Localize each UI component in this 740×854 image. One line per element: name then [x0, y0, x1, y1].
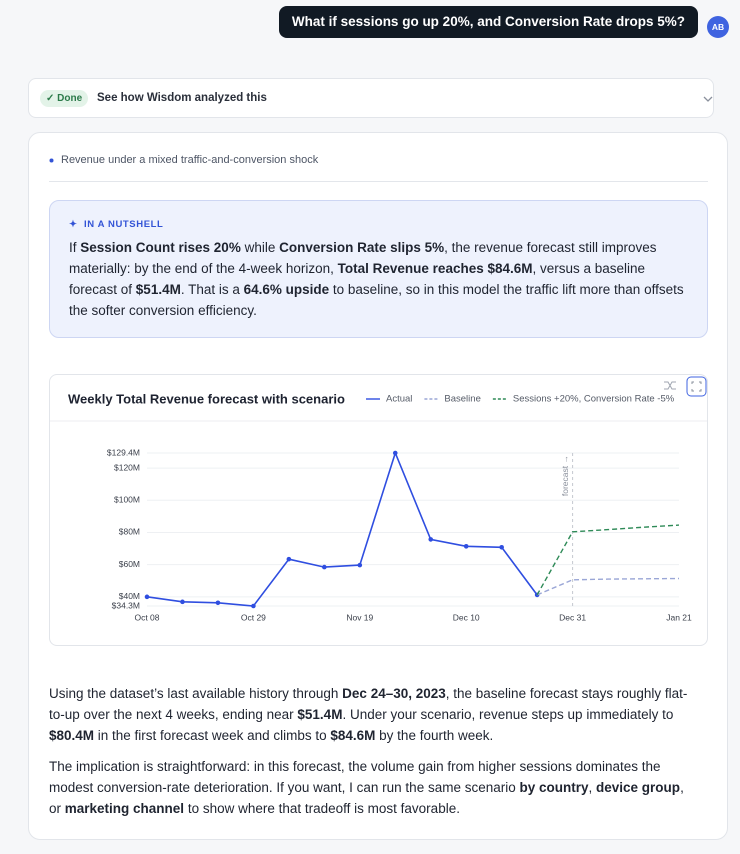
bold-text: 64.6% upside — [243, 282, 330, 297]
x-tick-label: Oct 29 — [241, 612, 266, 622]
bold-text: $51.4M — [297, 707, 343, 722]
chart: Weekly Total Revenue forecast with scena… — [50, 376, 707, 622]
y-tick-label: $34.3M — [112, 600, 140, 610]
sparkle-icon: ✦ — [69, 219, 85, 230]
bold-text: Total Revenue reaches $84.6M — [337, 261, 533, 276]
nutshell-label: ✦ IN A NUTSHELL — [69, 219, 163, 230]
text: . Under your scenario, revenue steps up … — [342, 707, 674, 722]
nutshell-text: If Session Count rises 20% while Convers… — [69, 237, 691, 321]
chevron-icon[interactable] — [703, 94, 713, 104]
text: , the revenue forecast still improves ma… — [69, 240, 657, 276]
nutshell-box: ✦ IN A NUTSHELL If Session Count rises 2… — [49, 200, 708, 338]
badge-text: Done — [57, 93, 83, 104]
x-tick-label: Oct 08 — [134, 612, 159, 622]
expand-button[interactable] — [686, 376, 707, 397]
chart-card: Weekly Total Revenue forecast with scena… — [49, 374, 708, 646]
y-tick-label: $40M — [119, 591, 140, 601]
data-point — [215, 600, 221, 606]
series-line — [536, 524, 680, 596]
text: , — [588, 780, 597, 795]
text: to show where that tradeoff is most favo… — [184, 801, 460, 816]
text: . That is a — [180, 282, 244, 297]
data-point — [499, 544, 504, 550]
user-message: What if sessions go up 20%, and Conversi… — [278, 6, 698, 38]
text: , the baseline forecast stays roughly fl… — [49, 686, 688, 722]
bold-text: $84.6M — [330, 728, 376, 743]
text: to baseline, so in this model the traffi… — [69, 282, 684, 318]
data-point — [180, 599, 185, 605]
bold-text: Session Count rises 20% — [80, 240, 241, 255]
bold-text: marketing channel — [64, 801, 185, 816]
bold-text: $80.4M — [49, 728, 95, 743]
button-bg[interactable] — [686, 376, 707, 397]
paragraph: The implication is straightforward: in t… — [49, 756, 699, 819]
paragraph: Using the dataset’s last available histo… — [49, 683, 699, 746]
forecast-label: forecast → — [560, 455, 570, 496]
text: , versus a baseline forecast of — [69, 261, 646, 297]
x-tick-label: Nov 19 — [346, 612, 373, 622]
series-line — [146, 450, 538, 607]
text: The implication is straightforward: in t… — [49, 759, 661, 795]
text: Using the dataset’s last available histo… — [49, 686, 343, 701]
data-point — [286, 556, 292, 562]
y-tick-label: $129.4M — [107, 447, 140, 457]
y-tick-label: $120M — [114, 462, 140, 472]
y-tick-label: $100M — [114, 495, 140, 505]
data-point — [322, 564, 327, 570]
data-point — [251, 603, 256, 609]
y-tick-label: $60M — [119, 559, 140, 569]
data-point — [144, 594, 150, 600]
section-title: Revenue under a mixed traffic-and-conver… — [61, 154, 319, 166]
shuffle-button[interactable] — [661, 377, 678, 394]
bold-text: by country — [519, 780, 589, 795]
done-badge: ✓ Done — [40, 90, 89, 107]
status-label: See how Wisdom analyzed this — [97, 92, 267, 104]
shuffle-icon — [664, 381, 676, 390]
series-line — [536, 577, 680, 596]
analysis-status[interactable]: ✓ Done See how Wisdom analyzed this — [28, 78, 714, 118]
data-point — [428, 537, 434, 542]
bold-text: Conversion Rate slips 5% — [279, 240, 445, 255]
check-icon: ✓ — [46, 93, 58, 104]
data-point — [357, 562, 363, 568]
legend-label: Baseline — [444, 394, 480, 405]
text: by the fourth week. — [375, 728, 494, 743]
legend-label: Sessions +20%, Conversion Rate -5% — [513, 394, 675, 405]
separator — [49, 181, 708, 182]
text: in the first forecast week and climbs to — [94, 728, 331, 743]
legend: Actual Baseline Sessions +20%, Conversion … — [366, 394, 675, 405]
data-point — [463, 544, 469, 549]
chart-title: Weekly Total Revenue forecast with scena… — [68, 391, 345, 406]
x-tick-label: Dec 31 — [559, 612, 586, 622]
avatar[interactable]: AB — [707, 16, 729, 38]
bullet-dot — [49, 158, 54, 163]
text: while — [240, 240, 280, 255]
label-text: IN A NUTSHELL — [84, 219, 164, 230]
text: If — [69, 240, 81, 255]
bold-text: device group — [596, 780, 681, 795]
bold-text: $51.4M — [135, 282, 181, 297]
y-tick-label: $80M — [119, 527, 140, 537]
bold-text: Dec 24–30, 2023 — [342, 686, 446, 701]
data-point — [392, 450, 398, 456]
legend-label: Actual — [386, 394, 412, 405]
x-tick-label: Dec 10 — [453, 612, 480, 622]
expand-icon — [691, 381, 702, 392]
answer-card: Revenue under a mixed traffic-and-conver… — [28, 132, 728, 840]
x-tick-label: Jan 21 — [666, 612, 692, 622]
text: , or — [49, 780, 684, 816]
